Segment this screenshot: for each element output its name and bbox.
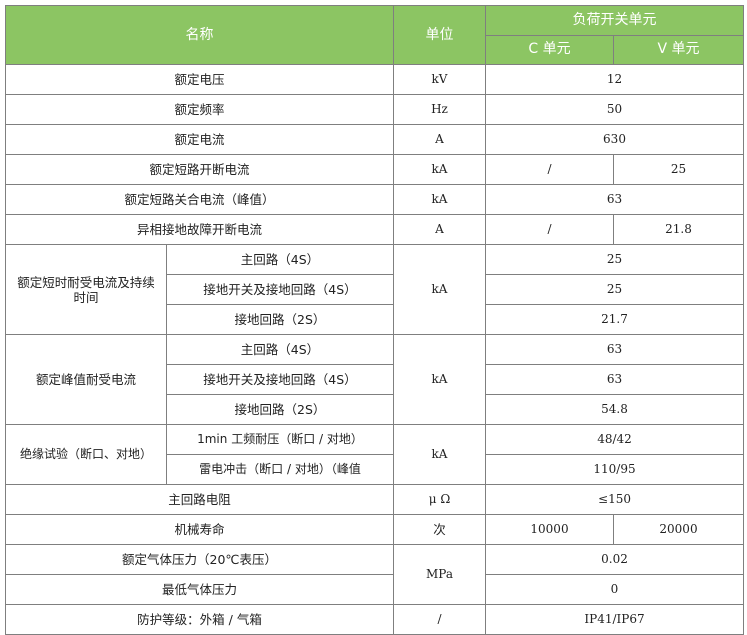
row-unit: kA — [393, 424, 486, 485]
row-name: 异相接地故障开断电流 — [5, 214, 394, 245]
row-name: 额定频率 — [5, 94, 394, 125]
row-unit: μ Ω — [393, 484, 486, 515]
table-row: 机械寿命次 10000 20000 — [5, 514, 744, 545]
table-row: 接地回路（2S） 54.8 — [6, 394, 744, 425]
row-value: ≤150 — [485, 484, 744, 515]
row-value: IP41/IP67 — [485, 604, 744, 635]
table-row: 接地回路（2S） 21.7 — [6, 304, 744, 335]
row-value: 25 — [485, 244, 744, 275]
header-c-unit: C 单元 — [485, 34, 614, 65]
row-unit: 次 — [393, 514, 486, 545]
row-v-value: 25 — [613, 154, 744, 185]
row-unit: Hz — [393, 94, 486, 125]
table-row: 雷电冲击（断口 / 对地）（峰值 110/95 — [6, 454, 744, 485]
row-v-value: 20000 — [613, 514, 744, 545]
row-name: 防护等级：外箱 / 气箱 — [5, 604, 394, 635]
table-row: 防护等级：外箱 / 气箱 / IP41/IP67 — [5, 604, 744, 635]
sub-name: 接地开关及接地回路（4S） — [166, 364, 394, 395]
row-name: 额定峰值耐受电流 — [5, 334, 167, 425]
sub-name: 主回路（4S） — [166, 244, 394, 275]
row-unit: kA — [393, 154, 486, 185]
row-name: 额定短路开断电流 — [5, 154, 394, 185]
table-row: 接地开关及接地回路（4S） 63 — [6, 364, 744, 395]
header-group: 负荷开关单元 — [485, 5, 744, 36]
row-name: 额定短路关合电流（峰值） — [5, 184, 394, 215]
row-name: 额定短时耐受电流及持续时间 — [5, 244, 167, 335]
table-row: 异相接地故障开断电流 A/21.8 — [5, 214, 744, 245]
table-row: 额定电压 kV 12 — [5, 64, 744, 95]
row-name: 最低气体压力 — [5, 574, 394, 605]
sub-name: 接地回路（2S） — [166, 394, 394, 425]
table-row: 绝缘试验（断口、对地） 1min 工频耐压（断口 / 对地） kA 48/42 — [5, 424, 744, 485]
row-name: 主回路电阻 — [5, 484, 394, 515]
row-value: 110/95 — [485, 454, 744, 485]
row-value: 25 — [485, 274, 744, 305]
row-value: 0.02 — [485, 544, 744, 575]
row-unit: kA — [393, 244, 486, 335]
row-name: 绝缘试验（断口、对地） — [5, 424, 167, 485]
row-value: 48/42 — [485, 424, 744, 455]
sub-name: 1min 工频耐压（断口 / 对地） — [166, 424, 394, 455]
row-value: 50 — [485, 94, 744, 125]
row-name: 机械寿命 — [5, 514, 394, 545]
sub-name: 雷电冲击（断口 / 对地）（峰值 — [166, 454, 394, 485]
row-unit: kA — [393, 184, 486, 215]
row-value: 63 — [485, 364, 744, 395]
table-row: 额定频率 Hz 50 — [5, 94, 744, 125]
row-value: 21.7 — [485, 304, 744, 335]
header-unit: 单位 — [393, 5, 486, 65]
row-value: 630 — [485, 124, 744, 155]
row-c-value: / — [485, 154, 614, 185]
row-unit: A — [393, 214, 486, 245]
row-value: 12 — [485, 64, 744, 95]
row-unit: / — [393, 604, 486, 635]
table-row: 额定气体压力（20℃表压） MPa 0.02 — [5, 544, 744, 605]
table-row: 最低气体压力 0 — [5, 574, 744, 605]
row-name: 额定气体压力（20℃表压） — [5, 544, 394, 575]
row-v-value: 21.8 — [613, 214, 744, 245]
spec-table: 名称 单位 负荷开关单元 C 单元 V 单元 额定电压 kV 12 额定频率 Hz 50… — [5, 5, 744, 635]
header-name: 名称 — [5, 5, 394, 65]
table-row: 额定短路关合电流（峰值） kA 63 — [5, 184, 744, 215]
row-unit: kA — [393, 334, 486, 425]
table-row: 接地开关及接地回路（4S） 25 — [6, 274, 744, 305]
row-value: 54.8 — [485, 394, 744, 425]
header-v-unit: V 单元 — [613, 34, 744, 65]
row-value: 63 — [485, 184, 744, 215]
sub-name: 接地开关及接地回路（4S） — [166, 274, 394, 305]
row-c-value: 10000 — [485, 514, 614, 545]
row-name: 额定电流 — [5, 124, 394, 155]
row-value: 63 — [485, 334, 744, 365]
table-row: 额定峰值耐受电流 主回路（4S） kA 63 — [5, 334, 744, 425]
row-unit: A — [393, 124, 486, 155]
row-unit: kV — [393, 64, 486, 95]
sub-name: 接地回路（2S） — [166, 304, 394, 335]
table-row: 额定电流 A 630 — [5, 124, 744, 155]
row-c-value: / — [485, 214, 614, 245]
row-unit: MPa — [393, 544, 486, 605]
row-value: 0 — [485, 574, 744, 605]
table-row: 额定短路开断电流 kA/25 — [5, 154, 744, 185]
sub-name: 主回路（4S） — [166, 334, 394, 365]
table-row: 主回路电阻 μ Ω ≤150 — [5, 484, 744, 515]
table-row: 额定短时耐受电流及持续时间 主回路（4S） kA 25 — [5, 244, 744, 335]
row-name: 额定电压 — [5, 64, 394, 95]
